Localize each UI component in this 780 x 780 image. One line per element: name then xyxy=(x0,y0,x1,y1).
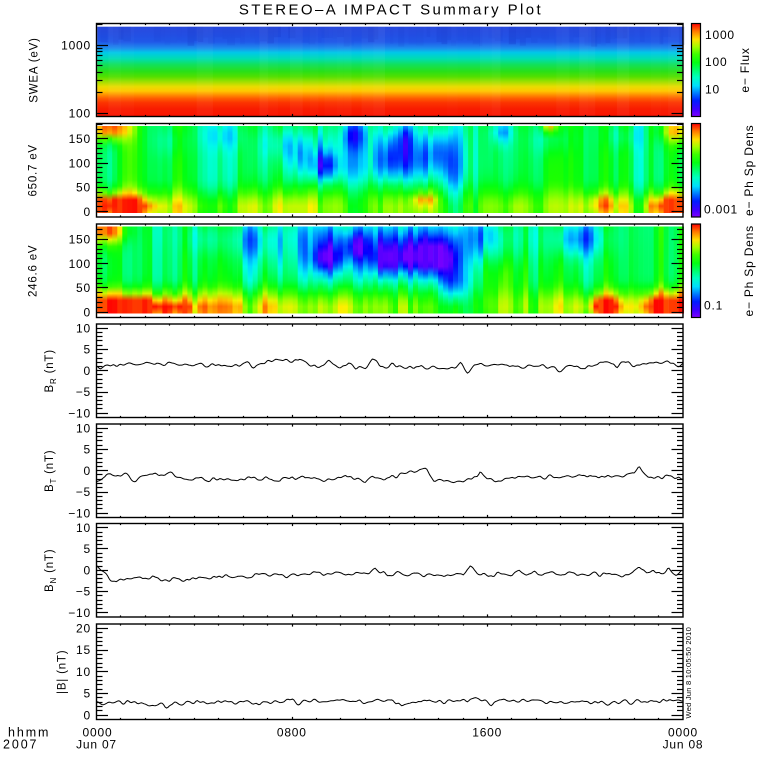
svg-text:10: 10 xyxy=(76,321,91,335)
svg-text:|B| (nT): |B| (nT) xyxy=(57,650,69,694)
svg-text:0000: 0000 xyxy=(83,726,113,740)
svg-text:10: 10 xyxy=(705,82,720,96)
svg-text:0: 0 xyxy=(84,364,91,378)
svg-text:15: 15 xyxy=(76,643,91,657)
svg-text:0: 0 xyxy=(84,205,91,219)
svg-text:50: 50 xyxy=(76,181,91,195)
svg-text:5: 5 xyxy=(84,687,91,701)
svg-text:100: 100 xyxy=(69,257,91,271)
svg-text:−5: −5 xyxy=(76,585,91,599)
svg-text:100: 100 xyxy=(69,156,91,170)
svg-text:5: 5 xyxy=(84,542,91,556)
svg-text:SWEA (eV): SWEA (eV) xyxy=(29,37,41,102)
svg-text:0000: 0000 xyxy=(668,726,698,740)
svg-text:1000: 1000 xyxy=(705,28,735,42)
svg-text:2007: 2007 xyxy=(3,738,38,752)
svg-text:10: 10 xyxy=(76,665,91,679)
svg-text:10: 10 xyxy=(76,521,91,535)
svg-text:150: 150 xyxy=(69,233,91,247)
svg-text:650.7 eV: 650.7 eV xyxy=(28,144,40,196)
svg-text:20: 20 xyxy=(76,622,91,636)
svg-text:5: 5 xyxy=(84,343,91,357)
svg-text:e− Flux: e− Flux xyxy=(738,47,752,92)
svg-text:0.001: 0.001 xyxy=(704,203,738,217)
svg-text:0: 0 xyxy=(84,306,91,320)
svg-text:−5: −5 xyxy=(76,485,91,499)
svg-text:0800: 0800 xyxy=(277,726,307,740)
svg-text:BN (nT): BN (nT) xyxy=(44,549,58,592)
svg-text:50: 50 xyxy=(76,281,91,295)
svg-text:150: 150 xyxy=(69,132,91,146)
svg-text:e− Ph Sp Dens: e− Ph Sp Dens xyxy=(742,225,756,316)
svg-text:Jun 08: Jun 08 xyxy=(663,738,704,752)
svg-text:1000: 1000 xyxy=(61,39,91,53)
svg-text:−10: −10 xyxy=(68,606,91,620)
svg-text:hhmm: hhmm xyxy=(8,726,50,740)
svg-text:−10: −10 xyxy=(68,507,91,521)
svg-text:0.1: 0.1 xyxy=(704,299,723,313)
svg-text:0: 0 xyxy=(84,708,91,722)
svg-text:0: 0 xyxy=(84,564,91,578)
svg-text:10: 10 xyxy=(76,421,91,435)
svg-text:1600: 1600 xyxy=(472,726,502,740)
svg-text:−5: −5 xyxy=(76,385,91,399)
svg-text:246.6 eV: 246.6 eV xyxy=(28,245,40,297)
svg-text:100: 100 xyxy=(705,55,727,69)
svg-text:BT (nT): BT (nT) xyxy=(44,450,58,492)
svg-text:Wed Jun 8 10:05:50 2010: Wed Jun 8 10:05:50 2010 xyxy=(684,627,693,719)
svg-text:100: 100 xyxy=(69,106,91,120)
svg-text:BR (nT): BR (nT) xyxy=(44,349,58,392)
svg-text:0: 0 xyxy=(84,464,91,478)
svg-text:e− Ph Sp Dens: e− Ph Sp Dens xyxy=(742,125,756,216)
svg-text:5: 5 xyxy=(84,443,91,457)
svg-text:STEREO–A IMPACT Summary Plo: STEREO–A IMPACT Summary Plot xyxy=(239,2,543,19)
svg-text:Jun 07: Jun 07 xyxy=(76,738,117,752)
svg-text:−10: −10 xyxy=(68,406,91,420)
